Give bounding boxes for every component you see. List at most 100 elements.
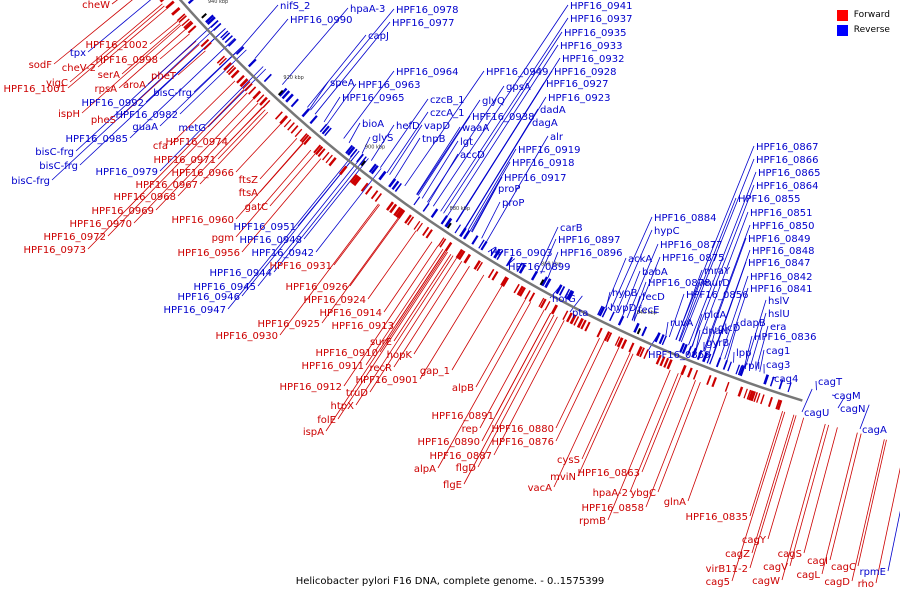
gene-feature (686, 367, 693, 378)
gene-label: HPF16_0925 (258, 319, 320, 330)
leader-line (789, 424, 830, 567)
tick-mark (277, 89, 284, 96)
gene-label: cagL (796, 570, 820, 581)
leader-line (227, 149, 358, 310)
gene-feature (459, 227, 467, 238)
leader-line (427, 85, 505, 203)
gene-feature (430, 208, 439, 218)
leader-line (323, 96, 341, 123)
leader-line (668, 293, 685, 338)
gene-label: glyQ (482, 96, 505, 107)
leader-line (451, 285, 503, 371)
gene-label: capJ (368, 31, 389, 42)
leader-line (859, 404, 870, 430)
leader-line (155, 102, 259, 211)
gene-feature (378, 170, 387, 181)
gene-feature (769, 376, 775, 387)
gene-feature (206, 16, 216, 26)
gene-feature (183, 20, 192, 29)
gene-feature (617, 315, 625, 326)
gene-feature (748, 390, 754, 401)
gene-feature (476, 261, 483, 272)
gene-feature (313, 144, 322, 154)
gene-label: HPF16_0924 (304, 295, 366, 306)
gene-feature (737, 386, 744, 397)
gene-feature (680, 364, 687, 376)
gene-feature (328, 157, 337, 167)
gene-label: HPF16_0891 (432, 411, 494, 422)
leader-line (467, 148, 517, 230)
gene-label: hslV (768, 296, 789, 307)
gene-label: bisC-frg (39, 161, 78, 172)
leader-line (688, 171, 757, 346)
map-caption: Helicobacter pylori F16 DNA, complete ge… (295, 576, 605, 587)
gene-label: cheV-2 (62, 63, 96, 74)
gene-label: cagI (807, 556, 828, 567)
leader-line (440, 17, 569, 212)
gene-feature (538, 297, 545, 308)
gene-feature (159, 0, 165, 3)
gene-feature (439, 238, 447, 248)
leader-line (679, 197, 737, 342)
leader-line (307, 34, 367, 108)
leader-line (394, 137, 421, 179)
gene-feature (633, 322, 640, 333)
gene-label: sodF (29, 60, 53, 71)
leader-line (605, 291, 611, 309)
gene-feature (565, 312, 573, 323)
gene-label: HPF16_0964 (396, 67, 458, 78)
leader-line (691, 313, 703, 347)
gene-label: dadA (540, 105, 566, 116)
gene-feature (386, 201, 394, 211)
gene-feature (425, 229, 433, 239)
gene-feature (212, 22, 222, 31)
gene-feature (437, 237, 445, 247)
gene-feature (370, 190, 379, 200)
gene-label: proP (502, 198, 524, 209)
gene-feature (775, 399, 781, 410)
gene-label: cfa (153, 141, 168, 152)
gene-label: bioA (362, 119, 384, 130)
gene-label: HPF16_0931 (270, 261, 332, 272)
leader-line (857, 439, 887, 567)
gene-feature (279, 115, 289, 125)
gene-label: dnaN (702, 326, 728, 337)
gene-feature (364, 185, 373, 195)
gene-label: ispA (303, 427, 324, 438)
gene-label: babA (642, 267, 668, 278)
gene-label: ftsA (239, 188, 258, 199)
gene-feature (256, 94, 265, 103)
gene-feature (349, 173, 358, 183)
gene-label: HPF16_0970 (70, 219, 132, 230)
leader-line (755, 325, 769, 371)
gene-feature (262, 99, 271, 109)
gene-label: HPF16_0933 (560, 41, 622, 52)
gene-label: HPF16_0963 (358, 80, 420, 91)
gene-feature (252, 90, 262, 100)
gene-label: cagZ (725, 549, 750, 560)
gene-label: cagA (862, 425, 887, 436)
gene-label: HPF16_0890 (418, 437, 480, 448)
gene-label: HPF16_0949 (486, 67, 548, 78)
leader-line (315, 168, 382, 253)
leader-line (133, 98, 254, 224)
gene-label: recR (370, 363, 393, 374)
gene-label: HPF16_1001 (4, 84, 66, 95)
gene-feature (299, 133, 308, 142)
gene-feature (230, 69, 240, 79)
leader-line (337, 251, 448, 420)
leader-line (751, 414, 795, 554)
gene-feature (350, 148, 358, 158)
gene-feature (737, 365, 743, 376)
reverse-swatch (836, 25, 848, 36)
gene-feature (709, 354, 714, 365)
leader-line (675, 269, 703, 341)
leader-line (361, 136, 371, 154)
gene-feature (544, 301, 551, 311)
gene-feature (655, 354, 662, 365)
leader-line (479, 309, 545, 429)
gene-label: pldA (704, 310, 726, 321)
gene-feature (661, 335, 667, 346)
